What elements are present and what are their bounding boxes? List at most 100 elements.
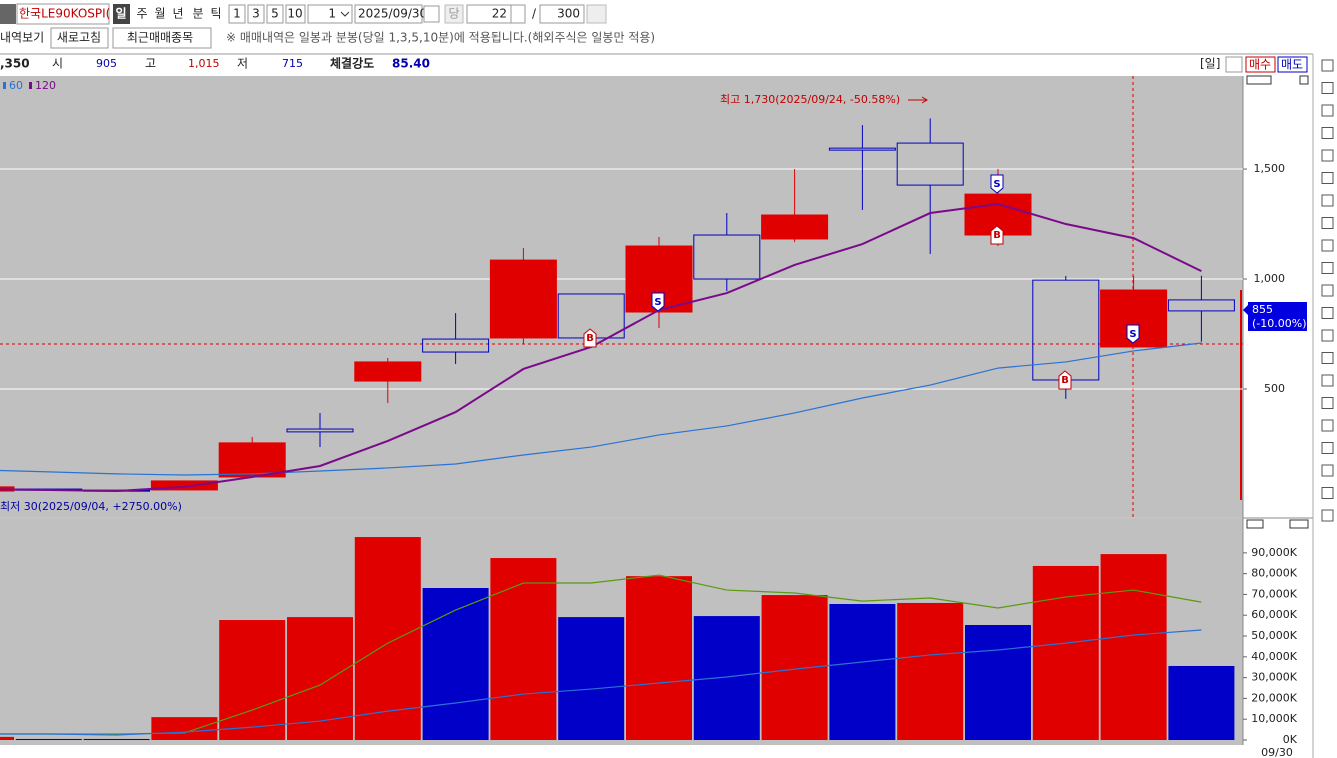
current-price: 855 xyxy=(1252,303,1273,316)
tool-icon[interactable] xyxy=(1321,307,1334,319)
period-button[interactable]: 분 xyxy=(192,7,203,21)
tool-icon[interactable] xyxy=(1321,329,1334,342)
candle-body xyxy=(489,259,557,339)
minute-box[interactable] xyxy=(285,4,306,24)
tool-icon[interactable] xyxy=(1321,59,1334,72)
lr-toggle[interactable] xyxy=(1246,75,1272,85)
tool-icon[interactable] xyxy=(1321,104,1334,117)
y-tick-label: 500 xyxy=(1264,382,1285,395)
minute-box[interactable] xyxy=(247,4,265,24)
y-tick-label: 1,000 xyxy=(1254,272,1286,285)
ma-line xyxy=(0,629,1202,736)
tool-icon[interactable] xyxy=(1321,509,1334,522)
menu-icon[interactable] xyxy=(0,4,16,24)
total-box[interactable] xyxy=(539,4,585,24)
volume-bar xyxy=(83,738,150,741)
candle-body xyxy=(761,214,829,240)
legend-label: 120 xyxy=(35,79,56,92)
trade-marker-label: B xyxy=(1061,375,1069,386)
trade-marker xyxy=(990,225,1004,245)
count: 22 xyxy=(492,7,507,21)
change-rate: (-10.00%) xyxy=(1252,317,1307,330)
high-value: 1,015 xyxy=(188,57,220,70)
minute-button[interactable]: 3 xyxy=(252,7,260,21)
period-button[interactable]: 주 xyxy=(136,7,147,21)
settings-button[interactable] xyxy=(1225,56,1243,73)
volume-bar xyxy=(15,738,82,741)
sell-button[interactable]: 매도 xyxy=(1281,58,1303,72)
ma-line xyxy=(0,574,1202,735)
refresh-box[interactable] xyxy=(50,27,109,49)
trade-marker xyxy=(1126,324,1140,344)
minute-button[interactable]: 1 xyxy=(233,7,241,21)
strength-value: 85.40 xyxy=(392,57,430,71)
period-button[interactable]: 월 xyxy=(154,7,165,21)
tool-icon[interactable] xyxy=(1321,194,1334,207)
tool-icon[interactable] xyxy=(1321,172,1334,184)
volume-bar xyxy=(151,717,218,741)
open-value: 905 xyxy=(96,57,117,70)
tool-icon[interactable] xyxy=(1321,374,1334,387)
recent-button[interactable]: 최근매매종목 xyxy=(127,31,193,45)
recent-box[interactable] xyxy=(112,27,212,49)
tool-icon[interactable] xyxy=(1321,239,1334,252)
tool-icon[interactable] xyxy=(1321,464,1334,477)
symbol-box[interactable] xyxy=(16,3,110,25)
search-button[interactable] xyxy=(586,4,607,24)
date: 2025/09/30 xyxy=(358,7,427,21)
period-tag: [일] xyxy=(1200,57,1220,71)
today-box[interactable] xyxy=(444,4,464,24)
price-panel xyxy=(0,76,1243,517)
lr-toggle[interactable] xyxy=(1246,519,1264,529)
period-selected[interactable] xyxy=(113,4,130,24)
low-annotation: 최저 30(2025/09/04, +2750.00%) xyxy=(0,500,182,513)
buy-box[interactable] xyxy=(1245,56,1276,73)
legend-swatch xyxy=(29,82,32,89)
tool-icon[interactable] xyxy=(1321,82,1334,94)
tool-icon[interactable] xyxy=(1321,442,1334,454)
slash: / xyxy=(532,7,537,21)
tool-icon[interactable] xyxy=(1321,419,1334,432)
today-button[interactable]: 당 xyxy=(448,7,459,21)
trade-marker-label: S xyxy=(654,297,661,308)
tool-icon[interactable] xyxy=(1321,397,1334,409)
low-value: 715 xyxy=(282,57,303,70)
volume-bar xyxy=(965,625,1031,741)
panel-button[interactable] xyxy=(1289,519,1309,529)
unit-dropdown[interactable] xyxy=(307,4,353,24)
y-tick-label: 0K xyxy=(1283,733,1298,746)
tool-icon[interactable] xyxy=(1321,217,1334,229)
minute-button[interactable]: 10 xyxy=(287,7,302,21)
volume-bar xyxy=(219,620,286,741)
minute-button[interactable]: 5 xyxy=(271,7,279,21)
volume-bar xyxy=(626,576,692,741)
refresh-button[interactable]: 새로고침 xyxy=(57,31,101,45)
tool-icon[interactable] xyxy=(1321,262,1334,274)
tool-icon[interactable] xyxy=(1321,127,1334,139)
sell-box[interactable] xyxy=(1277,56,1308,73)
period-button[interactable]: 틱 xyxy=(210,7,221,21)
tool-icon[interactable] xyxy=(1321,284,1334,297)
candle-body xyxy=(422,338,490,353)
date-box[interactable] xyxy=(354,4,423,24)
tool-icon[interactable] xyxy=(1321,487,1334,499)
tool-icon[interactable] xyxy=(1321,352,1334,364)
volume-bar xyxy=(1168,665,1235,741)
legend-label: 60 xyxy=(9,79,23,92)
tool-icon[interactable] xyxy=(1321,149,1334,162)
minute-box[interactable] xyxy=(266,4,284,24)
total: 300 xyxy=(557,7,580,21)
volume-bar xyxy=(897,602,964,741)
panel-button[interactable] xyxy=(1299,75,1309,85)
trade-marker xyxy=(990,174,1004,194)
spinner[interactable] xyxy=(510,4,526,24)
calendar-button[interactable] xyxy=(423,5,440,23)
high-label: 고 xyxy=(145,57,156,71)
legend-swatch xyxy=(3,82,6,89)
minute-box[interactable] xyxy=(228,4,246,24)
period-button[interactable]: 일 xyxy=(115,7,126,21)
buy-button[interactable]: 매수 xyxy=(1249,58,1271,72)
trade-marker-label: B xyxy=(586,333,594,344)
period-button[interactable]: 년 xyxy=(172,7,183,21)
low-label: 저 xyxy=(237,57,248,71)
